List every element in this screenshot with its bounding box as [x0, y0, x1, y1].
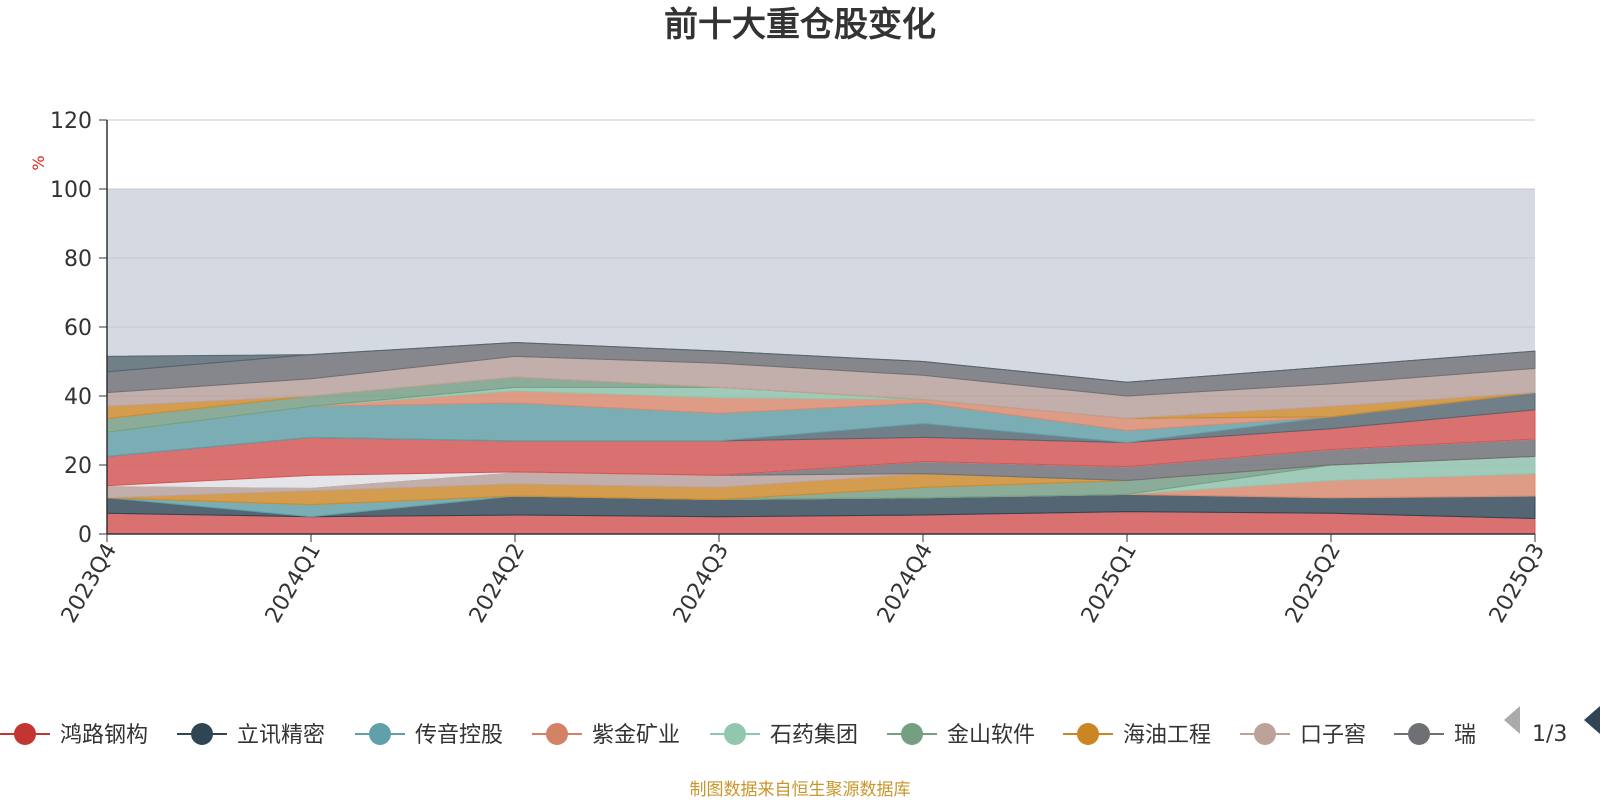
legend-item[interactable]: 瑞: [1394, 723, 1476, 748]
y-tick-label: 100: [50, 178, 92, 203]
x-tick-label: 2024Q4: [873, 539, 938, 627]
legend-label: 口子窖: [1300, 723, 1366, 748]
chart-title: 前十大重仓股变化: [664, 5, 936, 45]
axes: [99, 119, 1536, 542]
legend-label: 瑞: [1454, 723, 1476, 748]
y-tick-label: 20: [64, 454, 92, 479]
legend-marker-icon: [191, 723, 213, 745]
legend-marker-icon: [1254, 723, 1276, 745]
legend-marker-icon: [1408, 723, 1430, 745]
area-series-19: [106, 342, 1536, 383]
legend-item[interactable]: 口子窖: [1240, 723, 1366, 748]
legend-item[interactable]: 立讯精密: [177, 723, 325, 748]
x-tick-label: 2025Q3: [1485, 539, 1550, 627]
plot-area: 0 20 40 60 80 100 120 2023Q4 2024Q1 2024Q2 2024Q3…: [29, 109, 1550, 627]
y-tick-labels: 0 20 40 60 80 100 120: [50, 109, 92, 548]
y-tick-label: 0: [78, 523, 92, 548]
legend-item[interactable]: 海油工程: [1063, 723, 1211, 748]
y-tick-label: 60: [64, 316, 92, 341]
x-tick-label: 2025Q2: [1281, 539, 1346, 627]
legend-label: 鸿路钢构: [60, 723, 148, 748]
x-tick-label: 2025Q1: [1077, 539, 1142, 627]
legend-marker-icon: [724, 723, 746, 745]
data-source-note: 制图数据来自恒生聚源数据库: [690, 780, 911, 800]
legend-label: 立讯精密: [237, 723, 325, 748]
x-tick-labels: 2023Q4 2024Q1 2024Q2 2024Q3 2024Q4 2025Q1 2025…: [57, 539, 1550, 627]
x-tick-label: 2024Q1: [261, 539, 326, 627]
legend-marker-icon: [369, 723, 391, 745]
legend-item[interactable]: 金山软件: [887, 723, 1035, 748]
legend-prev-icon[interactable]: [1504, 706, 1520, 734]
y-tick-label: 120: [50, 109, 92, 134]
x-tick-label: 2024Q3: [669, 539, 734, 627]
legend-label: 金山软件: [947, 723, 1035, 748]
legend-label: 石药集团: [770, 723, 858, 748]
legend-label: 海油工程: [1123, 723, 1211, 748]
x-tick-label: 2024Q2: [465, 539, 530, 627]
legend-page-indicator: 1/3: [1532, 722, 1567, 747]
legend-item[interactable]: 鸿路钢构: [0, 723, 148, 748]
legend-item[interactable]: 传音控股: [355, 723, 503, 748]
legend-marker-icon: [901, 723, 923, 745]
y-tick-label: 80: [64, 247, 92, 272]
y-tick-label: 40: [64, 385, 92, 410]
legend-label: 传音控股: [415, 723, 503, 748]
legend-item[interactable]: 紫金矿业: [532, 723, 680, 748]
legend-marker-icon: [1077, 723, 1099, 745]
area-series: [106, 342, 1536, 535]
legend-marker-icon: [14, 723, 36, 745]
legend-item[interactable]: 石药集团: [710, 723, 858, 748]
x-tick-label: 2023Q4: [57, 539, 122, 627]
legend-label: 紫金矿业: [592, 723, 680, 748]
legend-marker-icon: [546, 723, 568, 745]
y-axis-unit: %: [29, 155, 48, 170]
legend-pager: 1/3: [1504, 706, 1600, 747]
legend-next-icon[interactable]: [1584, 706, 1600, 734]
legend: 鸿路钢构 立讯精密 传音控股 紫金矿业 石药集团 金山软件 海油工程 口子窖 瑞 1/3: [0, 706, 1600, 748]
